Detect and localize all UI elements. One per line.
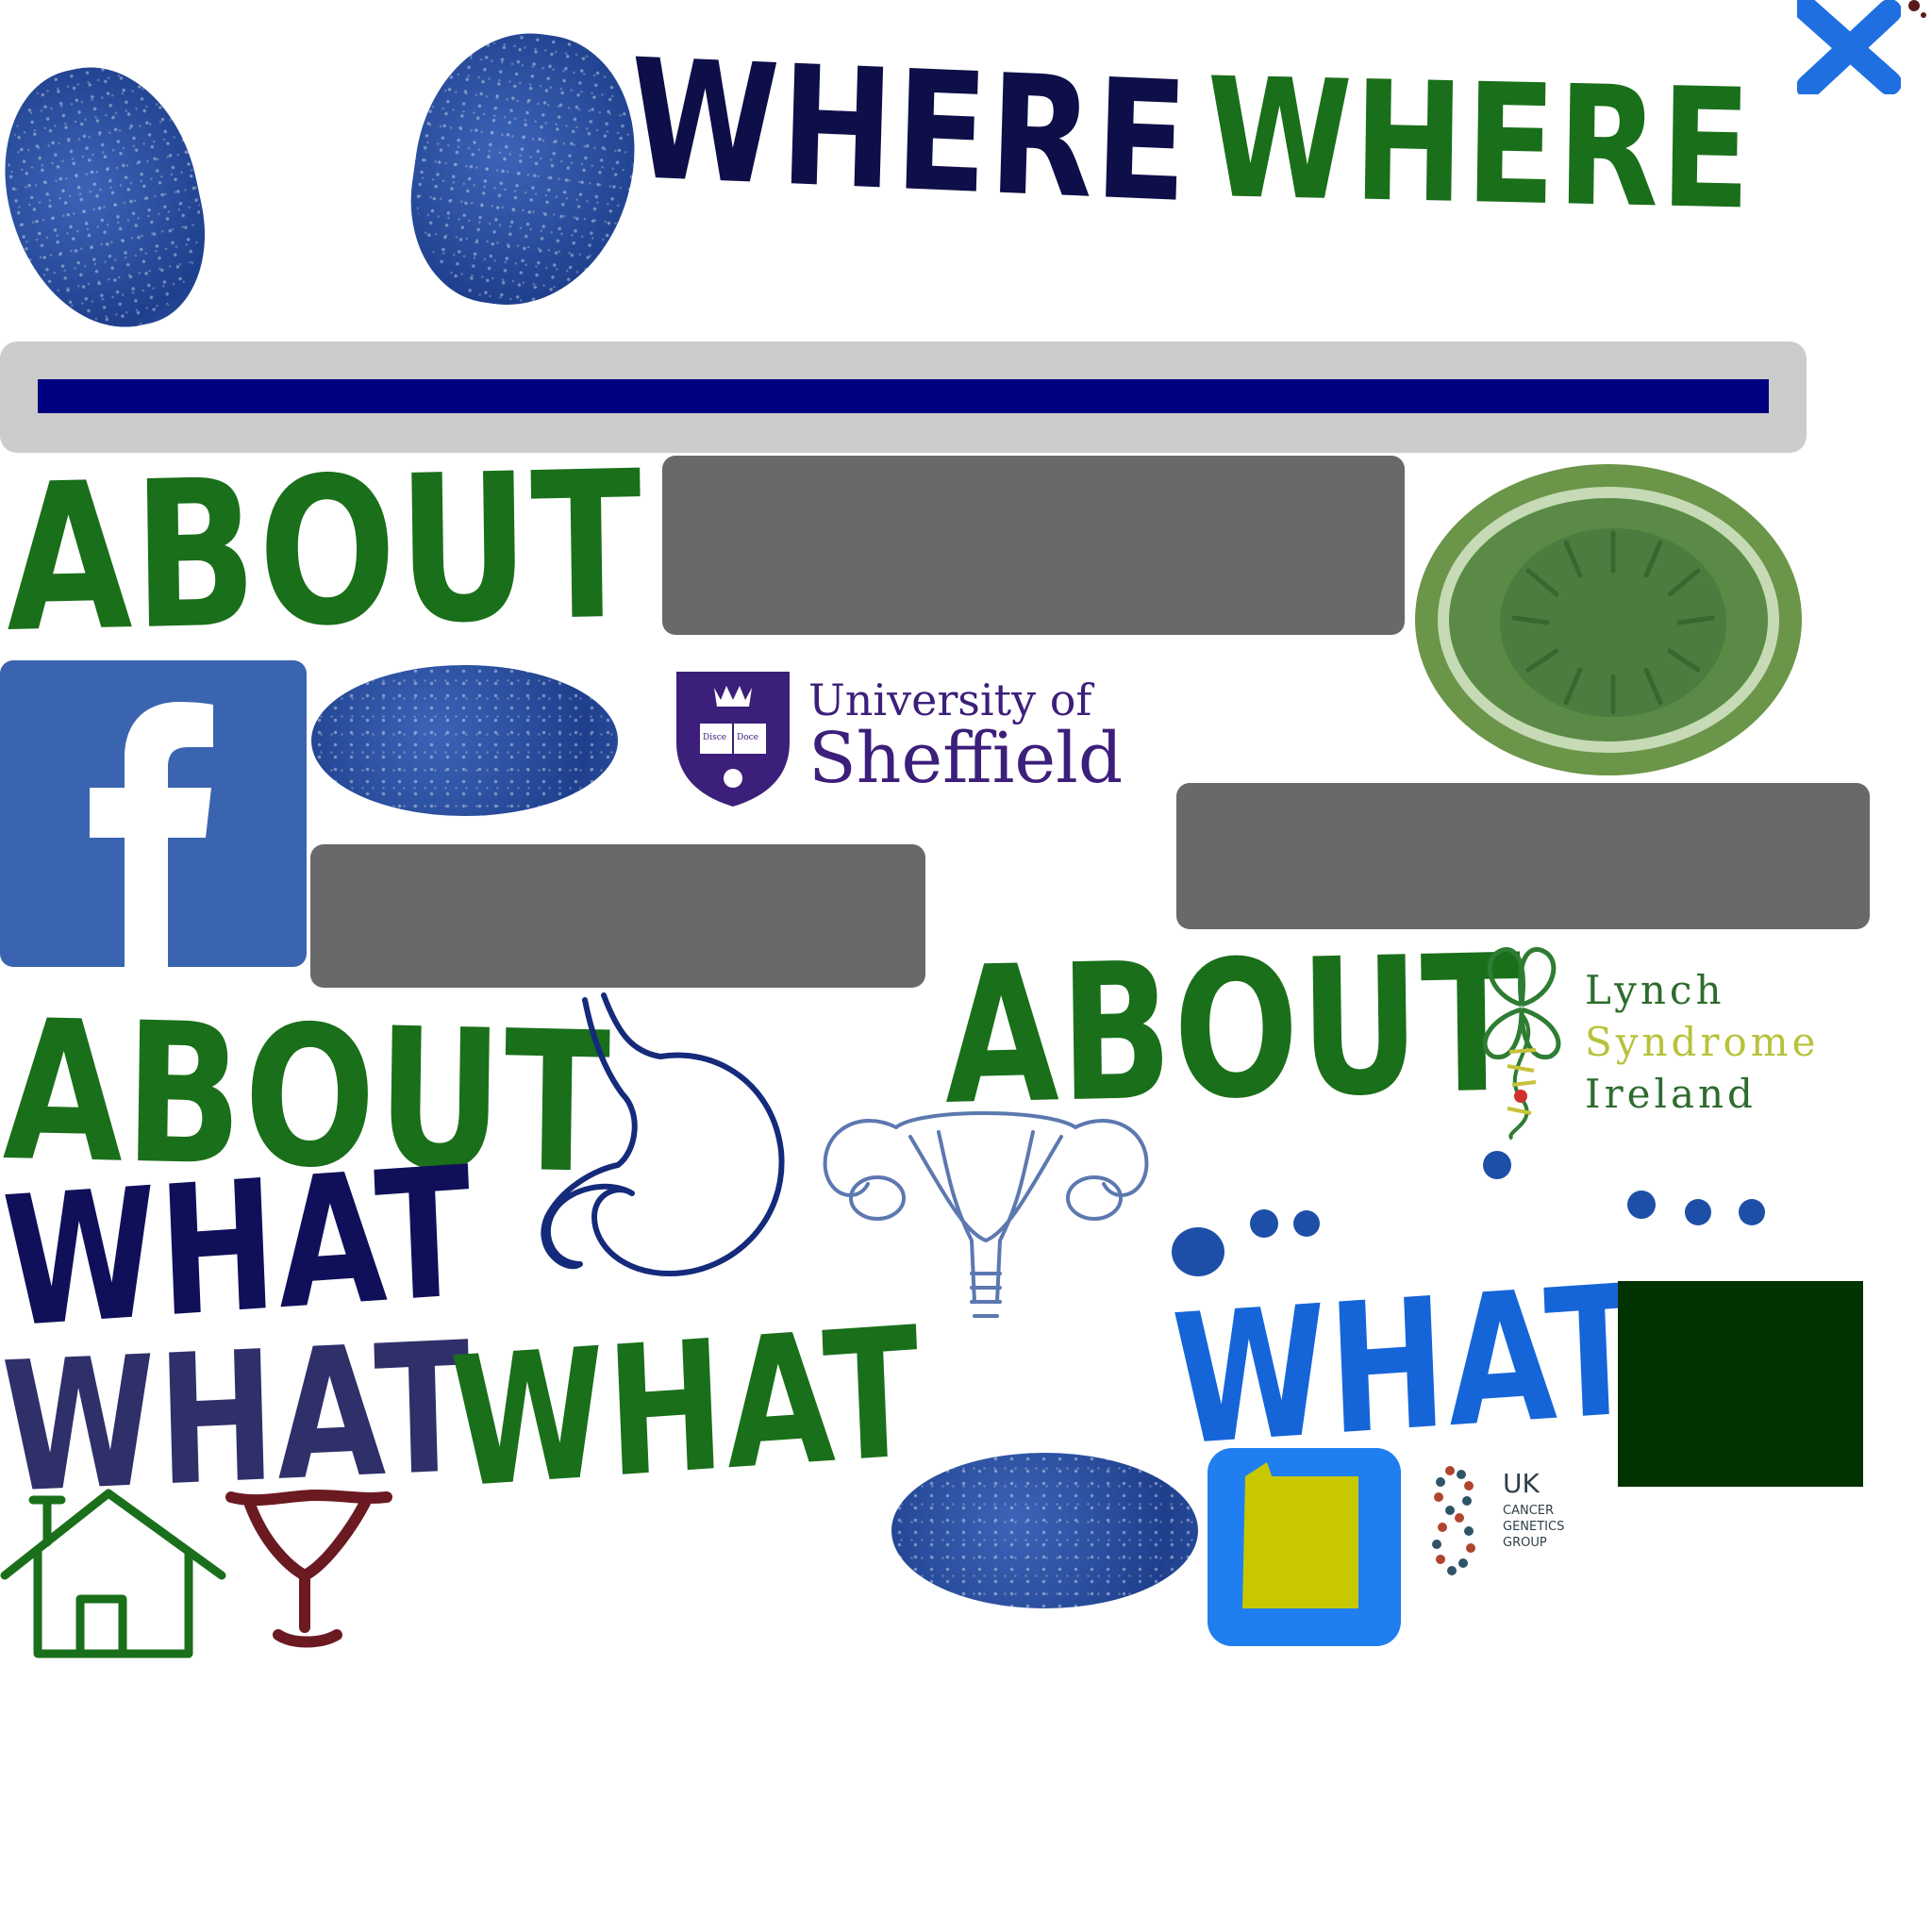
ukcgg-line4: GROUP [1503,1536,1547,1550]
crayon-blob-icon [891,1453,1198,1608]
placeholder-box [1176,783,1870,929]
ukcgg-line2: CANCER [1503,1504,1555,1518]
facebook-icon[interactable] [0,660,307,967]
clover-icon [1482,947,1561,1141]
about-link-top[interactable]: ABOUT [4,426,645,677]
lynch-line2: Syndrome [1585,1019,1820,1065]
crayon-blob-icon [0,49,224,347]
dot-icon [1908,0,1926,18]
dots-icon [1172,1151,1765,1276]
placeholder-box [662,456,1405,635]
lynch-line3: Ireland [1585,1071,1757,1117]
shield-icon [676,672,790,807]
square-icon[interactable] [1203,1443,1406,1651]
lynch-syndrome-logo[interactable]: Lynch Syndrome Ireland [1460,939,1838,1141]
sheffield-logo[interactable]: Disce Doce University of Sheffield [672,665,1162,807]
what-link-green[interactable]: WHAT [447,1288,925,1528]
ukcgg-line3: GENETICS [1503,1520,1565,1534]
sheffield-motto-left: Disce [703,733,727,742]
where-heading-dark[interactable]: WHERE [626,25,1192,241]
search-bar[interactable] [0,341,1807,453]
sheffield-line2: Sheffield [808,718,1124,799]
sheffield-motto-right: Doce [737,733,759,742]
what-link-blue[interactable]: WHAT [1169,1245,1647,1486]
uterus-icon [823,1111,1149,1318]
crayon-blob-icon [396,19,651,321]
close-icon[interactable] [1797,0,1901,94]
square-icon[interactable] [1618,1281,1863,1487]
lynch-line1: Lynch [1585,967,1725,1013]
wreath-icon [1415,464,1802,775]
home-icon[interactable] [0,1486,226,1660]
ukcgg-line1: UK [1503,1468,1540,1499]
search-bar-track[interactable] [38,379,1769,413]
where-heading-green[interactable]: WHERE [1205,43,1754,247]
placeholder-box [310,844,925,988]
sheffield-line1: University of [808,675,1092,725]
dna-dots-icon [1432,1466,1475,1575]
crayon-blob-icon [311,665,618,816]
stomach-icon [541,992,785,1276]
uk-cancer-genetics-logo[interactable]: UK CANCER GENETICS GROUP [1429,1465,1580,1578]
about-link-right[interactable]: ABOUT [942,914,1524,1147]
cup-icon[interactable] [222,1486,396,1651]
